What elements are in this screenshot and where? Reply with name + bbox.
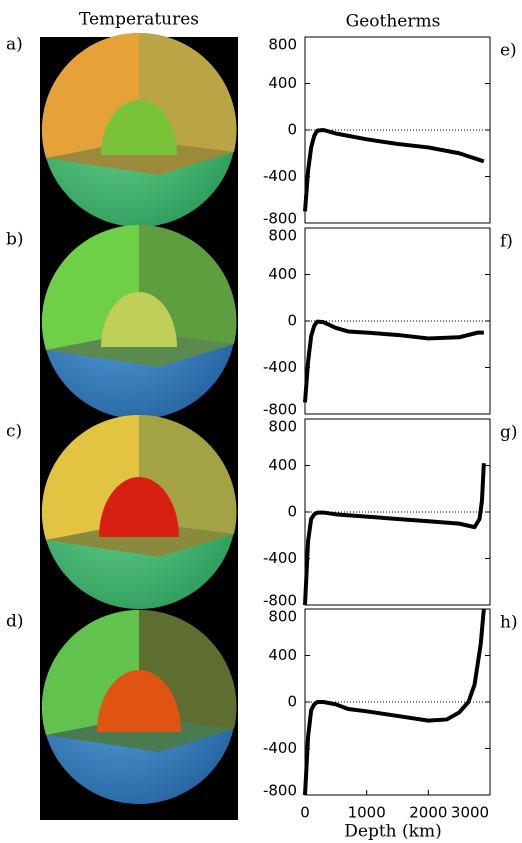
y-tick-label: 0 xyxy=(287,693,297,711)
y-tick-label: 0 xyxy=(287,121,297,139)
sphere-image xyxy=(41,32,237,227)
sphere-image xyxy=(41,609,237,804)
column-title: Temperatures xyxy=(79,10,199,30)
x-tick-label: 2000 xyxy=(409,804,447,822)
column-title: Geotherms xyxy=(346,12,441,32)
panel-label: f) xyxy=(500,232,513,252)
geotherm-line xyxy=(303,608,486,796)
panel-label: h) xyxy=(500,613,518,633)
x-tick-label: 1000 xyxy=(348,804,386,822)
sphere-image xyxy=(41,224,237,419)
y-tick-label: -400 xyxy=(263,167,297,185)
geotherm-line xyxy=(303,128,485,212)
y-tick-label: -800 xyxy=(263,210,297,228)
panel-label: d) xyxy=(6,612,24,632)
y-tick-label: 400 xyxy=(268,456,297,474)
sphere-image xyxy=(41,414,237,609)
y-tick-label: -800 xyxy=(263,401,297,419)
y-tick-label: -400 xyxy=(263,358,297,376)
y-tick-label: -400 xyxy=(263,549,297,567)
y-tick-label: -800 xyxy=(263,782,297,800)
x-tick-label: 0 xyxy=(300,804,310,822)
panel-label: b) xyxy=(6,230,24,250)
y-tick-label: 0 xyxy=(287,312,297,330)
y-tick-label: 800 xyxy=(268,227,297,245)
y-tick-label: 0 xyxy=(287,503,297,521)
y-tick-label: -800 xyxy=(263,592,297,610)
geotherm-line xyxy=(303,463,486,606)
y-tick-label: 400 xyxy=(268,646,297,664)
y-tick-label: 800 xyxy=(268,418,297,436)
panel-label: a) xyxy=(6,35,23,55)
y-tick-label: 800 xyxy=(268,608,297,626)
panel-label: c) xyxy=(6,422,22,442)
y-tick-label: 400 xyxy=(268,265,297,283)
x-tick-label: 3000 xyxy=(451,804,489,822)
panel-label: g) xyxy=(500,423,518,443)
panel-label: e) xyxy=(500,41,517,61)
y-tick-label: 400 xyxy=(268,74,297,92)
geotherm-line xyxy=(303,319,484,403)
y-tick-label: -400 xyxy=(263,739,297,757)
y-tick-label: 800 xyxy=(268,36,297,54)
x-axis-label: Depth (km) xyxy=(344,822,441,842)
